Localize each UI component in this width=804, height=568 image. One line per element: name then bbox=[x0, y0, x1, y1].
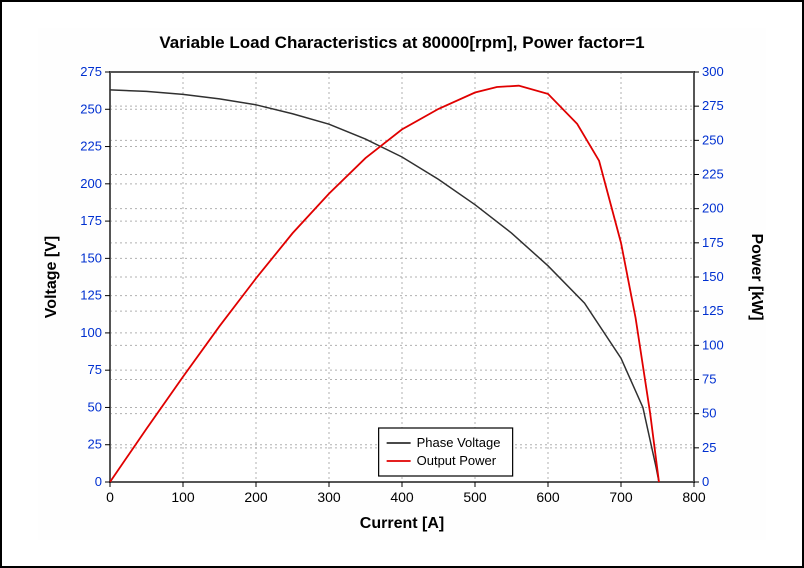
x-tick-label: 800 bbox=[682, 489, 706, 505]
y-left-tick-label: 0 bbox=[95, 474, 102, 489]
y-right-tick-label: 175 bbox=[702, 235, 724, 250]
y-left-axis-label: Voltage [V] bbox=[43, 236, 60, 318]
y-left-tick-label: 175 bbox=[80, 213, 102, 228]
y-right-tick-label: 250 bbox=[702, 132, 724, 147]
x-tick-label: 700 bbox=[609, 489, 633, 505]
chart-title: Variable Load Characteristics at 80000[r… bbox=[159, 33, 644, 52]
y-right-tick-label: 25 bbox=[702, 440, 716, 455]
y-left-tick-label: 275 bbox=[80, 64, 102, 79]
y-right-tick-label: 150 bbox=[702, 269, 724, 284]
y-right-tick-label: 100 bbox=[702, 337, 724, 352]
x-tick-label: 100 bbox=[171, 489, 195, 505]
y-right-axis-label: Power [kW] bbox=[748, 233, 765, 320]
x-tick-label: 0 bbox=[106, 489, 114, 505]
y-left-tick-label: 125 bbox=[80, 288, 102, 303]
y-right-tick-label: 50 bbox=[702, 406, 716, 421]
chart-svg: 0100200300400500600700800025507510012515… bbox=[38, 28, 766, 540]
legend-label: Output Power bbox=[417, 453, 497, 468]
y-right-tick-label: 75 bbox=[702, 372, 716, 387]
y-right-tick-label: 275 bbox=[702, 98, 724, 113]
outer-frame: 0100200300400500600700800025507510012515… bbox=[0, 0, 804, 568]
legend-label: Phase Voltage bbox=[417, 435, 501, 450]
y-left-tick-label: 200 bbox=[80, 176, 102, 191]
y-left-tick-label: 150 bbox=[80, 250, 102, 265]
x-tick-label: 600 bbox=[536, 489, 560, 505]
x-tick-label: 400 bbox=[390, 489, 414, 505]
x-tick-label: 200 bbox=[244, 489, 268, 505]
y-left-tick-label: 100 bbox=[80, 325, 102, 340]
chart-container: 0100200300400500600700800025507510012515… bbox=[38, 28, 766, 540]
x-tick-label: 300 bbox=[317, 489, 341, 505]
y-left-tick-label: 250 bbox=[80, 101, 102, 116]
y-left-tick-label: 50 bbox=[88, 399, 102, 414]
y-right-tick-label: 300 bbox=[702, 64, 724, 79]
x-axis-label: Current [A] bbox=[360, 515, 444, 532]
y-left-tick-label: 75 bbox=[88, 362, 102, 377]
y-right-tick-label: 0 bbox=[702, 474, 709, 489]
y-right-tick-label: 125 bbox=[702, 303, 724, 318]
x-tick-label: 500 bbox=[463, 489, 487, 505]
y-left-tick-label: 225 bbox=[80, 139, 102, 154]
y-left-tick-label: 25 bbox=[88, 437, 102, 452]
y-right-tick-label: 200 bbox=[702, 201, 724, 216]
y-right-tick-label: 225 bbox=[702, 167, 724, 182]
